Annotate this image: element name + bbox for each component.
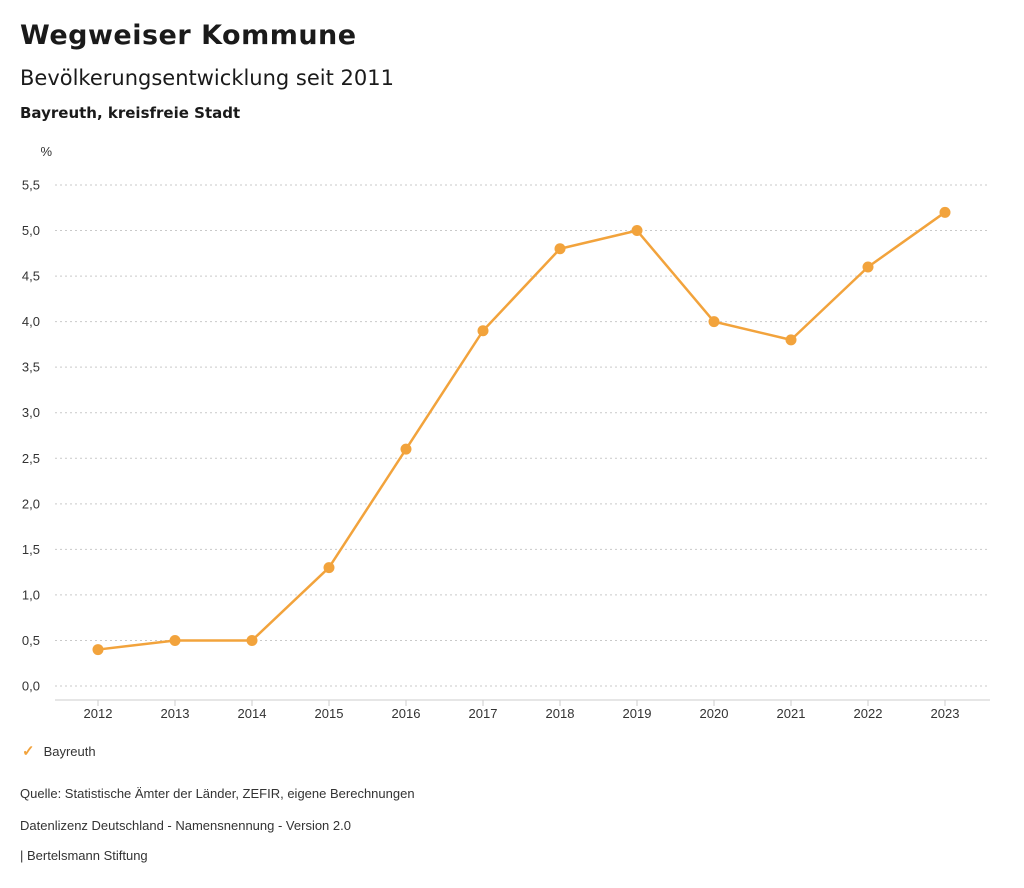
y-tick-label: 1,0 — [22, 587, 40, 602]
page-title: Wegweiser Kommune — [20, 20, 357, 51]
source-note: Quelle: Statistische Ämter der Länder, Z… — [20, 786, 415, 801]
data-point-2023 — [939, 206, 951, 218]
publisher-note: | Bertelsmann Stiftung — [20, 848, 148, 863]
y-tick-label: 3,0 — [22, 405, 40, 420]
x-tick-label: 2018 — [546, 706, 575, 721]
data-point-2015 — [323, 562, 335, 574]
x-tick-label: 2014 — [238, 706, 267, 721]
license-note: Datenlizenz Deutschland - Namensnennung … — [20, 818, 351, 833]
data-point-2012 — [92, 644, 104, 656]
data-point-2020 — [708, 316, 720, 328]
data-point-2021 — [785, 334, 797, 346]
y-tick-label: 4,0 — [22, 314, 40, 329]
y-tick-label: 4,5 — [22, 269, 40, 284]
x-tick-label: 2023 — [931, 706, 960, 721]
x-tick-label: 2020 — [700, 706, 729, 721]
y-tick-label: 2,0 — [22, 496, 40, 511]
y-axis-unit-label: % — [40, 144, 52, 159]
y-tick-label: 1,5 — [22, 542, 40, 557]
region-label: Bayreuth, kreisfreie Stadt — [20, 104, 241, 122]
x-tick-label: 2022 — [854, 706, 883, 721]
legend[interactable]: ✓ Bayreuth — [22, 744, 96, 759]
x-tick-label: 2013 — [161, 706, 190, 721]
series-line-bayreuth — [97, 211, 946, 651]
data-point-2017 — [477, 325, 489, 337]
data-point-2022 — [862, 261, 874, 273]
data-point-2019 — [631, 225, 643, 237]
legend-check-icon: ✓ — [22, 743, 35, 760]
x-tick-label: 2016 — [392, 706, 421, 721]
chart-title: Bevölkerungsentwicklung seit 2011 — [20, 66, 394, 90]
y-tick-label: 3,5 — [22, 360, 40, 375]
chart-area: % 0,0 0,5 1,0 1,5 2,0 2,5 3,0 3,5 4,0 4,5 5,0 5,5 201… — [0, 138, 1024, 730]
data-point-2016 — [400, 443, 412, 455]
x-tick-label: 2012 — [84, 706, 113, 721]
data-point-2018 — [554, 243, 566, 255]
y-tick-label: 2,5 — [22, 451, 40, 466]
data-point-2014 — [246, 634, 258, 646]
x-tick-label: 2021 — [777, 706, 806, 721]
x-tick-label: 2019 — [623, 706, 652, 721]
y-tick-label: 5,5 — [22, 178, 40, 193]
chart-svg: % 0,0 0,5 1,0 1,5 2,0 2,5 3,0 3,5 4,0 4,5 5,0 5,5 201… — [22, 144, 990, 721]
legend-label: Bayreuth — [43, 744, 96, 759]
x-tick-label: 2017 — [469, 706, 498, 721]
y-tick-label: 0,0 — [22, 679, 40, 694]
data-point-2013 — [169, 634, 181, 646]
y-tick-label: 0,5 — [22, 633, 40, 648]
x-tick-label: 2015 — [315, 706, 344, 721]
y-tick-label: 5,0 — [22, 223, 40, 238]
